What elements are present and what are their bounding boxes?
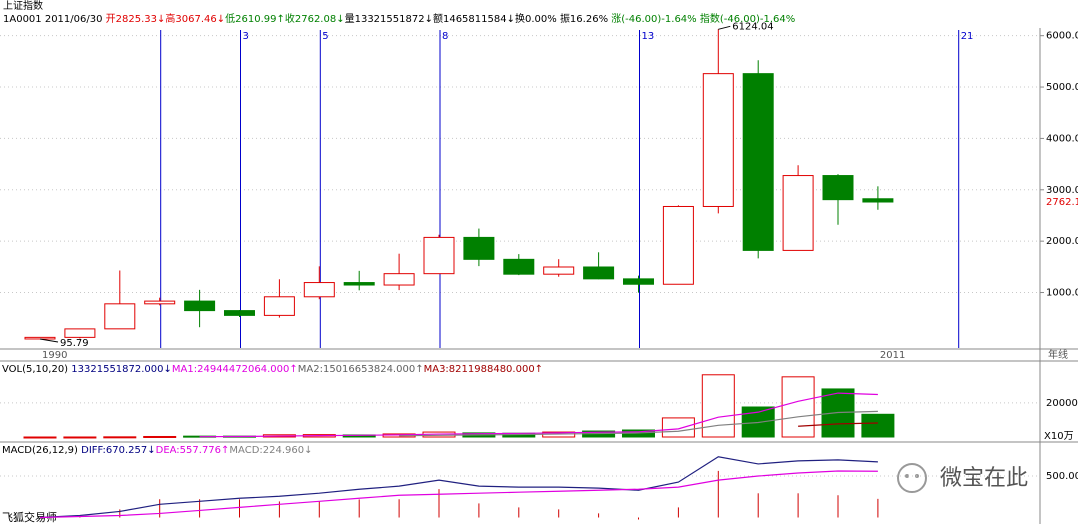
- legend-item: 高3067.46↓: [165, 12, 225, 25]
- legend-item: 13321551872.000↓: [71, 364, 172, 375]
- ma-line: [199, 392, 878, 438]
- legend-item: MA2:15016653824.000↑: [298, 364, 424, 375]
- high-label: 6124.04: [732, 21, 773, 32]
- volume-bar: [143, 435, 177, 438]
- time-zone-label: 13: [642, 31, 655, 42]
- candle-body: [862, 198, 894, 203]
- unit-label: X10万: [1044, 431, 1074, 442]
- legend-item: 低2610.99↑: [225, 12, 285, 25]
- macd-line: [39, 456, 878, 519]
- label-leader: [39, 338, 59, 343]
- macd-legend: MACD(26,12,9) DIFF:670.257↓DEA:557.776↑M…: [2, 445, 313, 456]
- time-zone-label: 5: [322, 31, 328, 42]
- legend-item: MACD(26,12,9): [2, 445, 81, 456]
- x-axis-label: 年线: [1048, 348, 1068, 361]
- candle-body: [24, 336, 56, 340]
- legend-item: MA3:8211988480.000↑: [424, 364, 543, 375]
- legend-item: 收2762.08↓: [285, 12, 345, 25]
- volume-bar: [661, 417, 695, 438]
- legend-item: 指数(-46.00)-1.64%: [700, 12, 795, 25]
- volume-bar: [103, 436, 137, 439]
- label-leader: [718, 25, 731, 30]
- time-zone-label: 8: [442, 31, 448, 42]
- volume-bar: [861, 413, 895, 438]
- candle-body: [503, 258, 535, 275]
- x-tick-label: 1990: [42, 350, 67, 361]
- legend-item: 振16.26%: [560, 12, 611, 25]
- candle-body: [742, 73, 774, 251]
- legend-item: DIFF:670.257↓: [81, 445, 155, 456]
- legend-item: 额1465811584↓: [433, 12, 515, 25]
- y-tick-label: 500.00: [1046, 471, 1078, 482]
- watermark: 微宝在此: [940, 466, 1028, 491]
- last-price-label: 2762.1: [1046, 197, 1078, 208]
- y-tick-label: 3000.0: [1046, 185, 1078, 196]
- y-tick-label: 5000.0: [1046, 82, 1078, 93]
- y-tick-label: 2000.0: [1046, 236, 1078, 247]
- candle-body: [263, 296, 295, 316]
- time-zone-label: 21: [961, 31, 974, 42]
- watermark-icon: [897, 463, 927, 493]
- candle-body: [104, 303, 136, 330]
- y-tick-label: 200000: [1046, 398, 1078, 409]
- legend-item: MACD:224.960↓: [229, 445, 312, 456]
- candle-body: [184, 300, 216, 312]
- legend-item: MA1:24944472064.000↑: [172, 364, 298, 375]
- legend-item: 量13321551872↓: [345, 13, 433, 25]
- candle-body: [583, 266, 615, 280]
- candle-body: [822, 175, 854, 201]
- security-name: 上证指数: [3, 0, 43, 12]
- y-tick-label: 1000.0: [1046, 288, 1078, 299]
- software-name: 飞狐交易师: [2, 510, 57, 524]
- volume-legend: VOL(5,10,20) 13321551872.000↓MA1:2494447…: [2, 364, 543, 375]
- candle-body: [423, 236, 455, 275]
- volume-bar: [63, 436, 97, 439]
- legend-item: 开2825.33↓: [106, 14, 166, 25]
- candle-body: [343, 282, 375, 286]
- legend-item: DEA:557.776↑: [156, 445, 230, 456]
- legend-item: 涨(-46.00)-1.64%: [611, 13, 700, 25]
- candle-body: [224, 310, 255, 316]
- macd-line: [39, 470, 878, 519]
- legend-item: 1A0001 2011/06/30: [3, 14, 106, 25]
- candle-body: [782, 175, 814, 251]
- ma-line: [798, 422, 878, 427]
- quote-bar: 1A0001 2011/06/30 开2825.33↓高3067.46↓低261…: [3, 12, 795, 25]
- y-tick-label: 4000.0: [1046, 133, 1078, 144]
- candle-body: [623, 278, 654, 285]
- candle-body: [144, 300, 176, 305]
- candle-body: [64, 328, 96, 338]
- y-tick-label: 6000.0: [1046, 31, 1078, 42]
- legend-item: VOL(5,10,20): [2, 364, 71, 375]
- volume-bar: [23, 436, 57, 439]
- candle-body: [463, 236, 495, 260]
- ma-line: [399, 410, 878, 437]
- low-label: 95.79: [60, 338, 89, 349]
- candle-body: [543, 266, 575, 275]
- time-zone-label: 3: [243, 31, 249, 42]
- volume-bar: [701, 374, 735, 438]
- candle-body: [662, 205, 694, 285]
- candle-body: [383, 273, 415, 286]
- legend-item: 换0.00%: [515, 12, 560, 25]
- volume-bar: [781, 376, 815, 438]
- candle-body: [303, 282, 335, 298]
- x-tick-label: 2011: [880, 350, 905, 361]
- candle-body: [702, 73, 734, 207]
